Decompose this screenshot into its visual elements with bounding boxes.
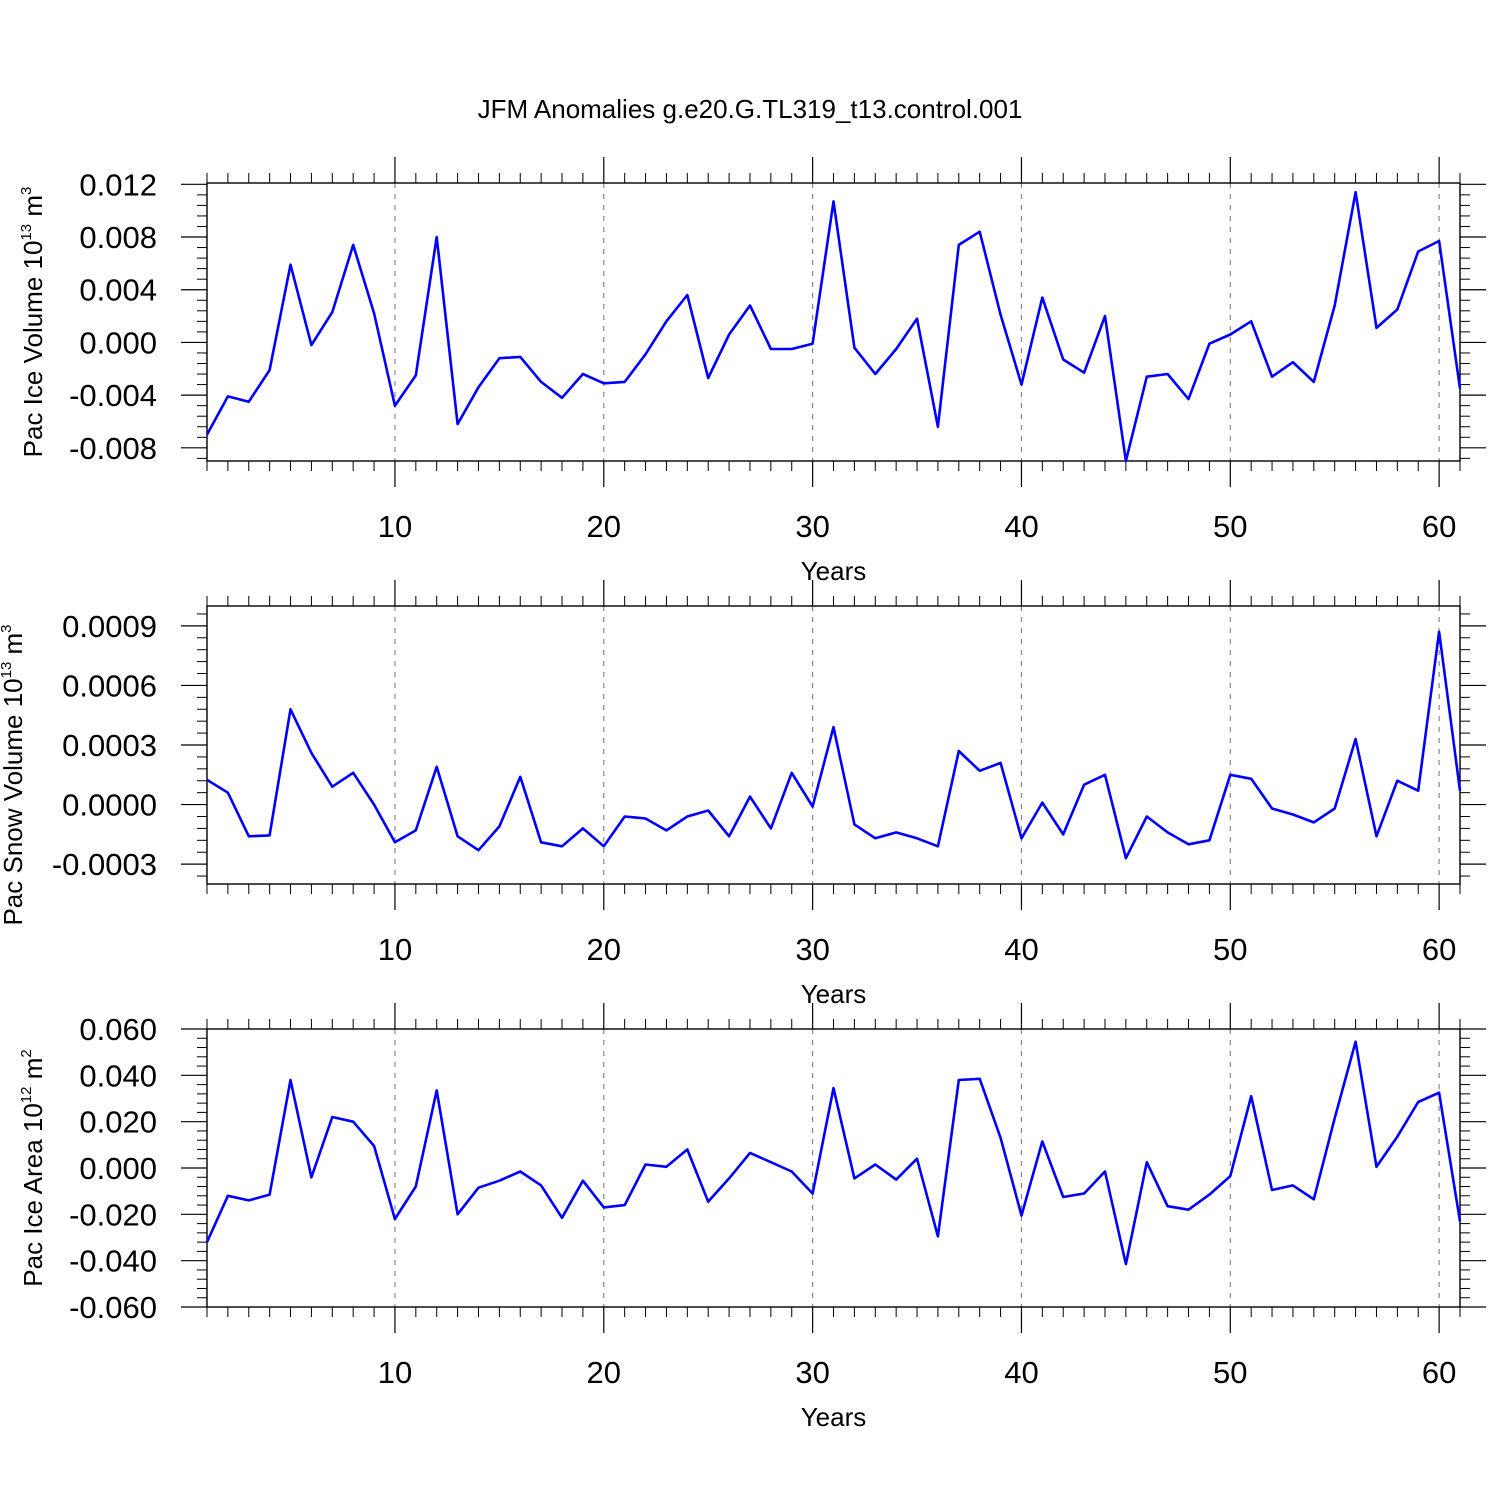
- x-tick-label: 50: [1213, 932, 1247, 967]
- x-tick-label: 50: [1213, 1355, 1247, 1390]
- chart-panel-1: 10 20 30 40 50 60 -0.008 -0.004 0.000 0.004 0.008 0…: [18, 157, 1486, 586]
- x-axis-title: Years: [801, 556, 867, 586]
- y-tick-label: 0.060: [79, 1012, 157, 1047]
- x-tick-label: 50: [1213, 509, 1247, 544]
- x-tick-label: 40: [1004, 932, 1038, 967]
- x-tick-label: 40: [1004, 1355, 1038, 1390]
- x-tick-label: 10: [378, 1355, 412, 1390]
- x-tick-label: 20: [587, 1355, 621, 1390]
- x-tick-label: 10: [378, 932, 412, 967]
- y-tick-label: -0.020: [69, 1197, 157, 1232]
- chart-panel-2: 10 20 30 40 50 60 -0.0003 0.0000 0.0003 0.0006 0.0…: [0, 580, 1486, 1009]
- series-line: [205, 1040, 1462, 1266]
- chart-title: JFM Anomalies g.e20.G.TL319_t13.control.…: [478, 94, 1023, 124]
- x-tick-label: 20: [587, 932, 621, 967]
- y-tick-label: 0.0003: [62, 728, 157, 763]
- x-tick-label: 60: [1422, 509, 1456, 544]
- y-tick-label: 0.0000: [62, 788, 157, 823]
- y-tick-label: 0.0006: [62, 668, 157, 703]
- series-line: [205, 190, 1462, 463]
- x-tick-label: 60: [1422, 932, 1456, 967]
- y-tick-label: -0.008: [69, 431, 157, 466]
- series-line: [206, 630, 1462, 860]
- x-tick-label: 10: [378, 509, 412, 544]
- plot-frame: [206, 1028, 1461, 1308]
- y-tick-label: 0.012: [79, 167, 157, 202]
- y-tick-label: -0.040: [69, 1244, 157, 1279]
- y-axis-title: Pac Ice Volume 1013 m3: [18, 187, 48, 458]
- x-tick-label: 40: [1004, 509, 1038, 544]
- y-tick-label: 0.020: [79, 1105, 157, 1140]
- y-tick-label: 0.004: [79, 273, 157, 308]
- y-tick-label: 0.0009: [62, 609, 157, 644]
- x-tick-label: 30: [795, 1355, 829, 1390]
- y-tick-label: 0.040: [79, 1058, 157, 1093]
- x-tick-label: 20: [587, 509, 621, 544]
- y-tick-label: -0.060: [69, 1290, 157, 1325]
- x-axis-title: Years: [801, 1402, 867, 1432]
- y-tick-label: 0.000: [79, 325, 157, 360]
- plot-frame: [206, 182, 1461, 462]
- y-tick-label: -0.004: [69, 378, 157, 413]
- chart-panels: 10 20 30 40 50 60 -0.008 -0.004 0.000 0.004 0.008 0…: [0, 157, 1486, 1432]
- plot-frame: [206, 605, 1461, 885]
- y-tick-label: 0.008: [79, 220, 157, 255]
- x-axis-title: Years: [801, 979, 867, 1009]
- x-tick-label: 30: [795, 509, 829, 544]
- y-axis-title: Pac Snow Volume 1013 m3: [0, 624, 28, 925]
- y-tick-label: 0.000: [79, 1151, 157, 1186]
- y-axis-title: Pac Ice Area 1012 m2: [18, 1049, 48, 1286]
- x-tick-label: 30: [795, 932, 829, 967]
- y-tick-label: -0.0003: [52, 847, 157, 882]
- x-tick-label: 60: [1422, 1355, 1456, 1390]
- chart-panel-3: 10 20 30 40 50 60 -0.060 -0.040 -0.020 0.000 0.020…: [18, 1003, 1486, 1432]
